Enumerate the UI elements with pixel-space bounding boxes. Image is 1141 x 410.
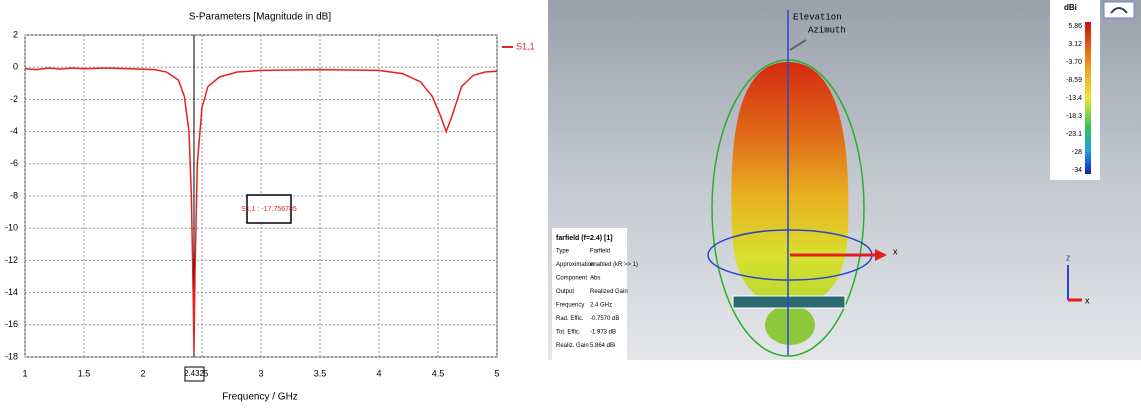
info-value: -0.7570 dB xyxy=(590,316,619,322)
info-key: Tot. Effic. xyxy=(556,330,581,336)
series-line xyxy=(24,67,498,354)
colorbar-label: 5.86 xyxy=(1068,23,1082,30)
y-tick-label: -14 xyxy=(5,287,18,297)
colorbar-panel xyxy=(1050,0,1100,180)
x-tick-label: 4.5 xyxy=(432,368,445,378)
y-tick-label: -16 xyxy=(5,319,18,329)
y-tick-label: -10 xyxy=(5,223,18,233)
x-arrowhead xyxy=(875,249,887,261)
main-lobe xyxy=(731,62,849,305)
colorbar-label: -8.59 xyxy=(1066,77,1082,84)
x-tick-label: 5 xyxy=(494,368,499,378)
legend-label: S1,1 xyxy=(516,41,535,51)
info-value: 5.864 dBi xyxy=(590,343,615,349)
x-tick-label: 1 xyxy=(22,368,27,378)
info-panel xyxy=(552,228,627,360)
colorbar-label: -23.1 xyxy=(1066,131,1082,138)
triad-z-label: z xyxy=(1066,252,1071,262)
colorbar-unit: dBi xyxy=(1064,3,1077,12)
info-key: Output xyxy=(556,289,574,295)
colorbar xyxy=(1085,22,1091,174)
info-value: enabled (kR >> 1) xyxy=(590,262,638,268)
azimuth-label: Azimuth xyxy=(808,25,846,35)
x-axis-label: Frequency / GHz xyxy=(222,392,298,403)
colorbar-label: -13.4 xyxy=(1066,95,1082,102)
info-value: Realized Gain xyxy=(590,289,628,295)
info-value: 2.4 GHz xyxy=(590,303,612,309)
annotation-box xyxy=(246,194,292,224)
x-tick-label: 2 xyxy=(140,368,145,378)
colorbar-label: 3.12 xyxy=(1068,41,1082,48)
s-parameter-chart: S-Parameters [Magnitude in dB] Frequency… xyxy=(5,12,535,403)
info-key: Component xyxy=(556,276,587,282)
info-value: -1.973 dB xyxy=(590,330,616,336)
x-tick-label: 3.5 xyxy=(314,368,327,378)
annotation: S1,1 : -17.756785 xyxy=(241,206,297,213)
info-key: Type xyxy=(556,249,570,255)
info-value: Farfield xyxy=(590,249,610,255)
y-tick-label: 0 xyxy=(13,62,18,72)
info-key: Realiz. Gain xyxy=(556,343,589,349)
scene-bottom xyxy=(548,360,1141,405)
info-key: Approximation xyxy=(556,262,594,268)
info-key: Frequency xyxy=(556,303,584,309)
azimuth-arrow xyxy=(789,39,807,51)
y-tick-label: -6 xyxy=(10,158,18,168)
view-button[interactable] xyxy=(1103,1,1135,19)
marker-box xyxy=(184,366,205,382)
view-icon xyxy=(1110,7,1128,14)
colorbar-label: -3.70 xyxy=(1066,59,1082,66)
triad-x-label: x xyxy=(1085,295,1090,305)
substrate xyxy=(732,295,846,309)
x-tick-label: 3 xyxy=(258,368,263,378)
info-key: Rad. Effic. xyxy=(556,316,584,322)
x-tick-label: 1.5 xyxy=(78,368,91,378)
y-tick-label: -4 xyxy=(10,126,18,136)
info-value: Abs xyxy=(590,276,600,282)
y-tick-label: -2 xyxy=(10,94,18,104)
colorbar-label: -18.3 xyxy=(1066,113,1082,120)
y-tick-label: -18 xyxy=(5,351,18,361)
axis-x-label: x xyxy=(893,246,898,256)
elevation-label: Elevation xyxy=(793,12,842,22)
y-tick-label: 2 xyxy=(13,29,18,39)
x-tick-label: 4 xyxy=(376,368,381,378)
y-tick-label: -12 xyxy=(5,255,18,265)
info-title: farfield (f=2.4) [1] xyxy=(556,235,613,242)
colorbar-label: -28 xyxy=(1072,149,1082,156)
marker-label: 2.432 xyxy=(184,369,205,378)
y-tick-label: -8 xyxy=(10,190,18,200)
farfield-view: Elevation Azimuth x z x dBi 5.86 3.12 -3.7… xyxy=(548,0,1141,405)
back-lobe xyxy=(765,305,815,345)
chart-title: S-Parameters [Magnitude in dB] xyxy=(189,12,332,23)
colorbar-label: -34 xyxy=(1072,167,1082,174)
